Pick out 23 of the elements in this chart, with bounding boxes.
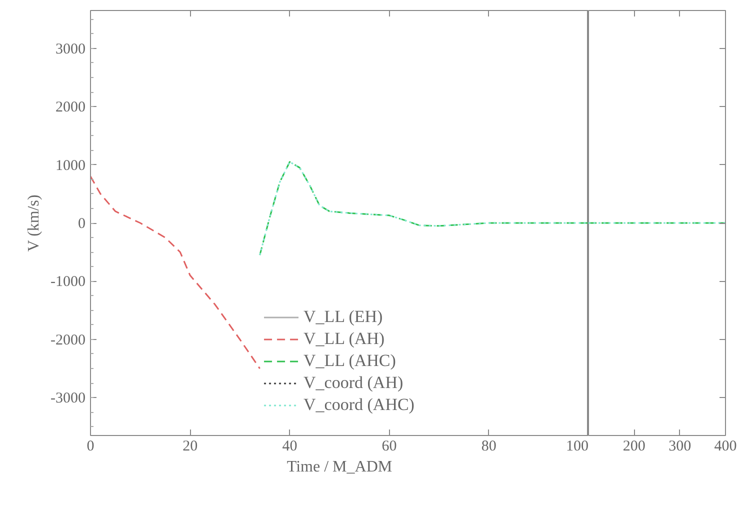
- x-tick-label: 40: [282, 438, 298, 454]
- legend-label: V_coord (AHC): [304, 395, 414, 415]
- x-tick-label: 300: [668, 438, 692, 454]
- y-tick-label: -1000: [50, 274, 86, 290]
- line-series: [90, 176, 261, 370]
- x-tick-label: 60: [382, 438, 397, 454]
- legend-label: V_LL (AH): [304, 329, 385, 349]
- y-axis-title: V (km/s): [26, 194, 43, 252]
- legend-label: V_LL (AHC): [304, 351, 396, 371]
- y-tick-label: 3000: [56, 41, 86, 58]
- y-tick-label: 2000: [56, 100, 86, 116]
- x-tick-label: 200: [622, 438, 646, 454]
- x-tick-label: 400: [714, 438, 737, 454]
- legend-label: V_LL (EH): [304, 307, 383, 327]
- legend-label: V_coord (AH): [304, 373, 404, 393]
- y-tick-label: -3000: [50, 390, 86, 407]
- x-axis-title: Time / M_ADM: [286, 458, 392, 476]
- x-tick-label: 20: [182, 438, 198, 454]
- x-tick-label: 80: [481, 438, 496, 454]
- y-tick-label: 0: [78, 216, 86, 232]
- y-tick-label: -2000: [50, 332, 86, 348]
- x-tick-label: 100: [566, 438, 588, 454]
- y-tick-label: 1000: [56, 158, 86, 174]
